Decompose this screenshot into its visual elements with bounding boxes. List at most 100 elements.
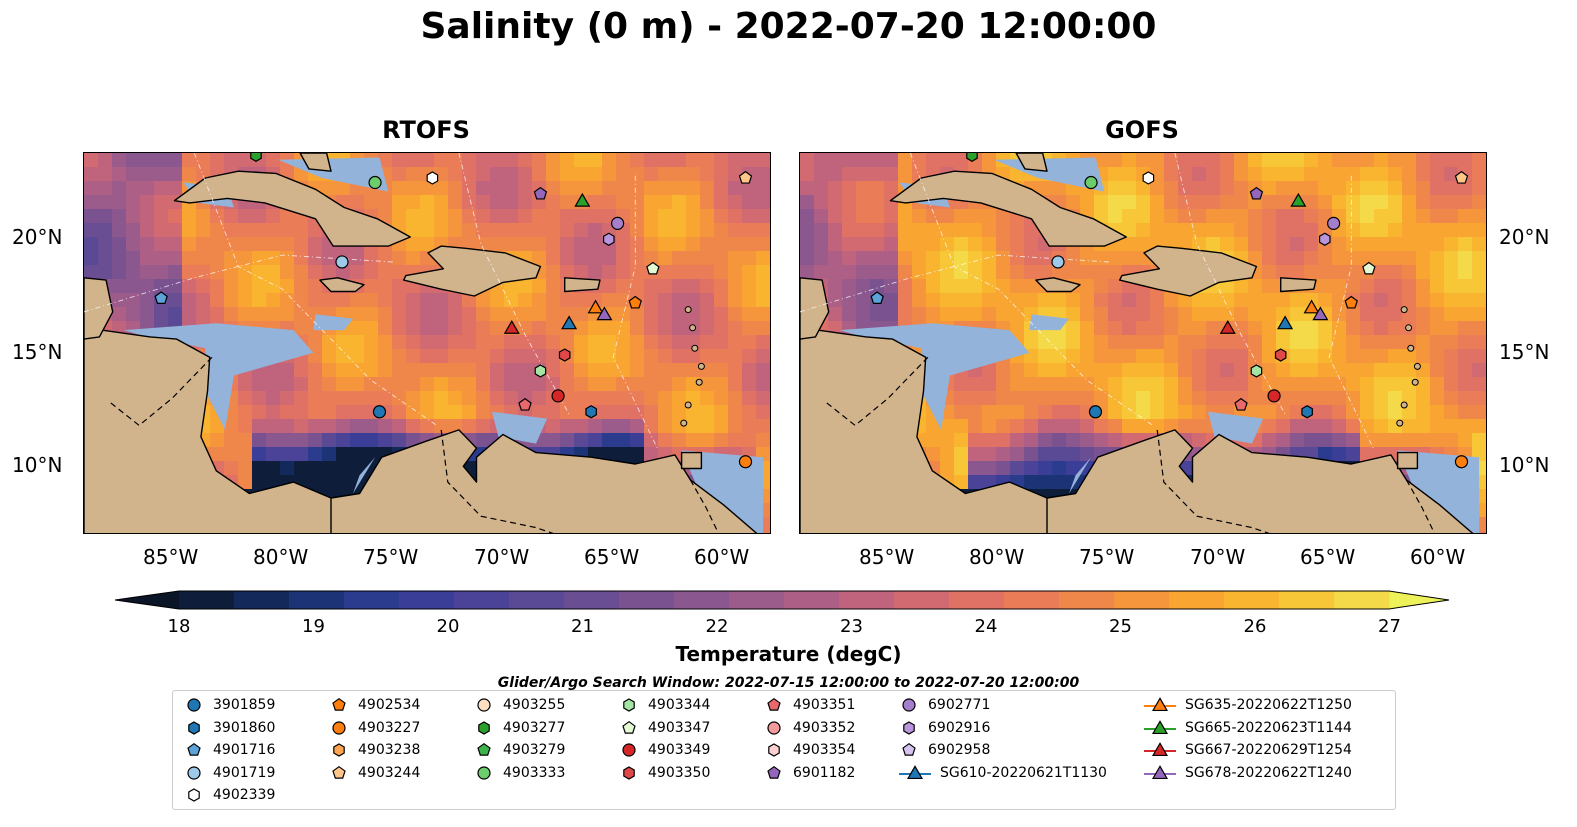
gofs-island-2 — [1407, 344, 1415, 352]
legend-item-SG610-20220621T1130: SG610-20220621T1130 — [898, 762, 1107, 784]
legend-marker-icon — [187, 765, 201, 780]
colorbar-swatch-3 — [344, 591, 400, 609]
legend-label: 4903344 — [648, 697, 711, 713]
legend-marker-icon — [767, 765, 781, 779]
legend-marker-icon — [623, 698, 635, 712]
colorbar-swatch-10 — [729, 591, 785, 609]
lon-tick-gofs-60: 60°W — [1410, 545, 1466, 569]
legend-marker-icon — [188, 720, 200, 735]
gofs-shelf-3 — [1029, 314, 1069, 331]
rtofs-land-cuba — [173, 170, 411, 247]
rtofs-island-6 — [680, 419, 688, 427]
legend-label: 4903350 — [648, 764, 711, 781]
rtofs-land-jamaica — [319, 277, 365, 293]
colorbar-swatch-8 — [619, 591, 675, 609]
colorbar-swatch-1 — [234, 591, 290, 609]
legend-marker-icon — [767, 697, 781, 711]
colorbar-tick-24: 24 — [974, 616, 998, 637]
colorbar-swatch-19 — [1224, 591, 1280, 609]
colorbar-label: Temperature (degC) — [675, 642, 902, 666]
rtofs-glider-SG678-20220622T1240 — [596, 306, 613, 321]
legend-label: SG635-20220622T1250 — [1185, 697, 1352, 713]
legend-item-3901859: 3901859 — [183, 694, 275, 716]
rtofs-island-4 — [695, 378, 703, 386]
rtofs-shelf-4 — [681, 450, 764, 533]
colorbar-tick-20: 20 — [436, 616, 460, 637]
legend-marker-icon — [623, 765, 635, 780]
legend-label: 4903279 — [503, 742, 566, 758]
rtofs-marker-3901860 — [585, 405, 597, 419]
colorbar-tick-22: 22 — [705, 616, 729, 637]
legend-item-4903347: 4903347 — [618, 717, 710, 739]
rtofs-glider-SG667-20220629T1254 — [503, 319, 520, 334]
colorbar-swatch-11 — [784, 591, 840, 609]
legend-marker-icon — [332, 697, 346, 711]
gofs-land-bahamas — [1015, 153, 1048, 172]
colorbar-tick-27: 27 — [1378, 616, 1401, 637]
rtofs-land-centralAm — [84, 329, 347, 533]
legend-item-4903238: 4903238 — [328, 739, 420, 761]
legend-label: 4903244 — [358, 764, 421, 781]
colorbar-tick-25: 25 — [1109, 616, 1132, 637]
legend-label: 4903354 — [793, 742, 856, 758]
gofs-land-centralAm — [800, 329, 1063, 533]
legend-marker-icon — [1144, 764, 1176, 779]
gofs-land-hispaniola — [1119, 245, 1258, 297]
figure-title: Salinity (0 m) - 2022-07-20 12:00:00 — [420, 6, 1157, 47]
legend-label: 4903238 — [358, 742, 421, 758]
panel-title-gofs: GOFS — [1105, 116, 1179, 144]
rtofs-marker-6902916 — [602, 232, 615, 246]
rtofs-marker-4901719 — [335, 255, 349, 269]
legend-label: 4903277 — [503, 719, 566, 736]
rtofs-marker-4903351 — [518, 397, 532, 411]
gofs-land-jamaica — [1035, 277, 1081, 293]
lat-tick-left-15: 15°N — [12, 340, 63, 364]
gofs-marker-3901859 — [1088, 405, 1103, 419]
legend-label: SG678-20220622T1240 — [1185, 764, 1352, 781]
lon-tick-rtofs-80: 80°W — [253, 545, 309, 569]
gofs-glider-SG635-20220622T1250 — [1303, 299, 1320, 314]
rtofs-island-3 — [697, 362, 705, 370]
lon-tick-gofs-75: 75°W — [1079, 545, 1135, 569]
legend-label: 4902339 — [213, 787, 276, 803]
legend-marker-icon — [332, 765, 346, 779]
gofs-marker-4902534 — [1344, 295, 1358, 309]
legend-marker-icon — [767, 720, 781, 735]
legend-marker-icon — [477, 742, 491, 756]
legend-marker-icon — [622, 743, 636, 757]
lon-tick-rtofs-60: 60°W — [694, 545, 750, 569]
gofs-land-peninsula — [800, 277, 830, 340]
gofs-eez-line-0 — [909, 153, 1154, 426]
rtofs-marker-4903349 — [551, 389, 565, 403]
map-panel-gofs — [799, 152, 1487, 534]
legend-item-4903352: 4903352 — [763, 717, 855, 739]
legend-label: 4903347 — [648, 719, 711, 736]
rtofs-border-2 — [689, 479, 719, 533]
gofs-border-2 — [1405, 479, 1435, 533]
gofs-glider-SG610-20220621T1130 — [1277, 315, 1294, 330]
legend-label: 4903333 — [503, 764, 566, 781]
lon-tick-rtofs-85: 85°W — [143, 545, 199, 569]
colorbar-tick-18: 18 — [167, 616, 191, 637]
legend-item-6902958: 6902958 — [898, 739, 990, 761]
legend-marker-icon — [902, 698, 916, 712]
colorbar-swatch-6 — [509, 591, 565, 609]
rtofs-marker-4901716 — [154, 291, 168, 304]
legend-item-4903354: 4903354 — [763, 739, 855, 761]
lon-tick-gofs-80: 80°W — [969, 545, 1025, 569]
lat-tick-right-20: 20°N — [1499, 225, 1550, 249]
rtofs-land-bahamas — [299, 153, 332, 172]
legend-item-6902916: 6902916 — [898, 717, 990, 739]
rtofs-island-0 — [684, 306, 692, 314]
legend-label: 4903352 — [793, 719, 856, 736]
colorbar-swatch-15 — [1004, 591, 1060, 609]
legend-label: 6901182 — [793, 764, 856, 781]
legend-marker-icon — [899, 764, 931, 779]
legend-label: 4903227 — [358, 719, 421, 736]
legend-title: Glider/Argo Search Window: 2022-07-15 12… — [497, 675, 1080, 691]
colorbar-swatch-20 — [1279, 591, 1335, 609]
rtofs-glider-SG635-20220622T1250 — [587, 299, 604, 314]
lon-tick-rtofs-75: 75°W — [363, 545, 419, 569]
colorbar-swatch-16 — [1059, 591, 1115, 609]
legend-item-4903344: 4903344 — [618, 694, 710, 716]
